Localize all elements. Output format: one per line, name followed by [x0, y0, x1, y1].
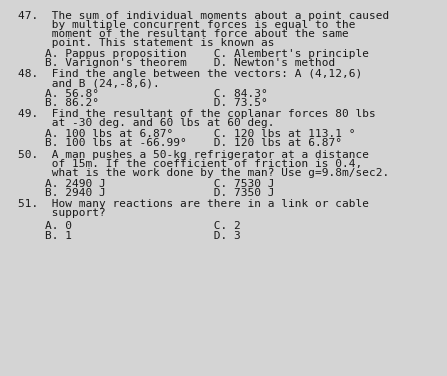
Text: by multiple concurrent forces is equal to the: by multiple concurrent forces is equal t… — [18, 20, 355, 30]
Text: what is the work done by the man? Use g=9.8m/sec2.: what is the work done by the man? Use g=… — [18, 168, 389, 178]
Text: A. 2490 J                C. 7530 J: A. 2490 J C. 7530 J — [45, 179, 274, 189]
Text: B. Varignon's theorem    D. Newton's method: B. Varignon's theorem D. Newton's method — [45, 58, 335, 68]
Text: B. 1                     D. 3: B. 1 D. 3 — [45, 231, 240, 241]
Text: 50.  A man pushes a 50-kg refrigerator at a distance: 50. A man pushes a 50-kg refrigerator at… — [18, 150, 369, 160]
Text: B. 100 lbs at -66.99°    D. 120 lbs at 6.87°: B. 100 lbs at -66.99° D. 120 lbs at 6.87… — [45, 138, 342, 148]
Text: 47.  The sum of individual moments about a point caused: 47. The sum of individual moments about … — [18, 11, 389, 21]
Text: support?: support? — [18, 208, 105, 218]
Text: A. Pappus proposition    C. Alembert's principle: A. Pappus proposition C. Alembert's prin… — [45, 49, 369, 59]
Text: B. 86.2°                 D. 73.5°: B. 86.2° D. 73.5° — [45, 98, 267, 108]
Text: 48.  Find the angle between the vectors: A (4,12,6): 48. Find the angle between the vectors: … — [18, 69, 362, 79]
Text: A. 56.8°                 C. 84.3°: A. 56.8° C. 84.3° — [45, 89, 267, 99]
Text: A. 100 lbs at 6.87°      C. 120 lbs at 113.1 °: A. 100 lbs at 6.87° C. 120 lbs at 113.1 … — [45, 129, 355, 139]
Text: 49.  Find the resultant of the coplanar forces 80 lbs: 49. Find the resultant of the coplanar f… — [18, 109, 375, 119]
Text: A. 0                     C. 2: A. 0 C. 2 — [45, 221, 240, 231]
Text: of 15m. If the coefficient of friction is 0.4,: of 15m. If the coefficient of friction i… — [18, 159, 362, 169]
Text: 51.  How many reactions are there in a link or cable: 51. How many reactions are there in a li… — [18, 199, 369, 209]
Text: moment of the resultant force about the same: moment of the resultant force about the … — [18, 29, 349, 39]
Text: point. This statement is known as: point. This statement is known as — [18, 38, 274, 49]
Text: and B (24,-8,6).: and B (24,-8,6). — [18, 78, 160, 88]
Text: B. 2940 J                D. 7350 J: B. 2940 J D. 7350 J — [45, 188, 274, 198]
Text: at -30 deg. and 60 lbs at 60 deg.: at -30 deg. and 60 lbs at 60 deg. — [18, 118, 274, 128]
